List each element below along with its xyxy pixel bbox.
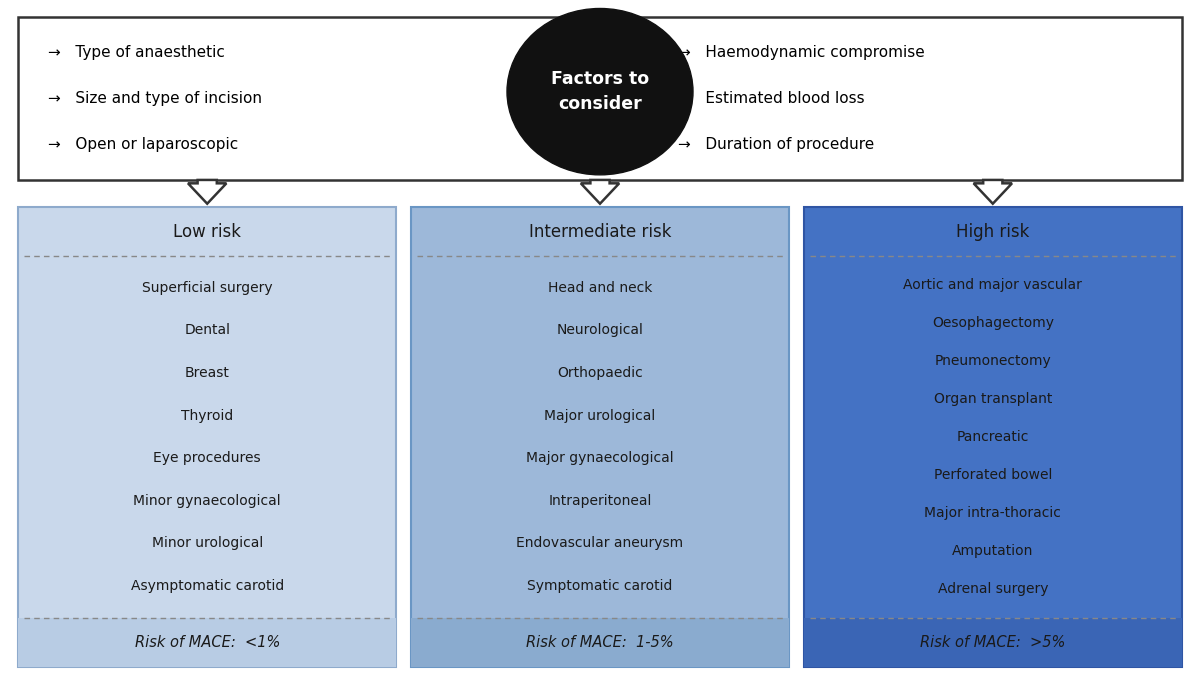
Text: Pancreatic: Pancreatic [956, 430, 1028, 444]
Text: Risk of MACE:  <1%: Risk of MACE: <1% [134, 635, 280, 650]
Text: Breast: Breast [185, 366, 229, 380]
Text: Low risk: Low risk [173, 223, 241, 240]
Text: Minor urological: Minor urological [151, 536, 263, 551]
Text: →   Open or laparoscopic: → Open or laparoscopic [48, 137, 239, 152]
Text: Dental: Dental [185, 323, 230, 337]
Text: Asymptomatic carotid: Asymptomatic carotid [131, 579, 284, 593]
Text: Major gynaecological: Major gynaecological [526, 452, 674, 465]
Text: Oesophagectomy: Oesophagectomy [931, 316, 1054, 329]
Text: Minor gynaecological: Minor gynaecological [133, 494, 281, 508]
Text: Risk of MACE:  >5%: Risk of MACE: >5% [920, 635, 1066, 650]
Text: Organ transplant: Organ transplant [934, 392, 1052, 406]
Text: Intraperitoneal: Intraperitoneal [548, 494, 652, 508]
Text: Perforated bowel: Perforated bowel [934, 468, 1052, 482]
Text: Thyroid: Thyroid [181, 409, 233, 422]
Bar [804, 207, 1182, 667]
Text: →   Type of anaesthetic: → Type of anaesthetic [48, 45, 224, 60]
Text: Head and neck: Head and neck [548, 281, 652, 295]
Text: →   Haemodynamic compromise: → Haemodynamic compromise [678, 45, 925, 60]
Text: →   Estimated blood loss: → Estimated blood loss [678, 91, 865, 106]
Polygon shape [188, 180, 227, 204]
Text: Pneumonectomy: Pneumonectomy [935, 354, 1051, 368]
Text: →   Size and type of incision: → Size and type of incision [48, 91, 262, 106]
Text: Endovascular aneurysm: Endovascular aneurysm [516, 536, 684, 551]
Polygon shape [581, 180, 619, 204]
Text: Aortic and major vascular: Aortic and major vascular [904, 278, 1082, 291]
Polygon shape [973, 180, 1012, 204]
Text: High risk: High risk [956, 223, 1030, 240]
Text: Neurological: Neurological [557, 323, 643, 337]
Bar [410, 207, 790, 667]
Ellipse shape [508, 8, 694, 175]
Bar [18, 618, 396, 667]
Text: Intermediate risk: Intermediate risk [529, 223, 671, 240]
Text: →   Duration of procedure: → Duration of procedure [678, 137, 875, 152]
Text: Eye procedures: Eye procedures [154, 452, 262, 465]
Text: Risk of MACE:  1-5%: Risk of MACE: 1-5% [526, 635, 674, 650]
Text: Major urological: Major urological [545, 409, 655, 422]
Bar [18, 207, 396, 667]
Bar [18, 17, 1182, 180]
Bar [410, 618, 790, 667]
Text: Orthopaedic: Orthopaedic [557, 366, 643, 380]
Text: Major intra-thoracic: Major intra-thoracic [924, 506, 1061, 520]
Text: Factors to
consider: Factors to consider [551, 70, 649, 113]
Text: Symptomatic carotid: Symptomatic carotid [527, 579, 673, 593]
Text: Amputation: Amputation [952, 545, 1033, 558]
Text: Adrenal surgery: Adrenal surgery [937, 583, 1048, 596]
Text: Superficial surgery: Superficial surgery [142, 281, 272, 295]
Bar [804, 618, 1182, 667]
